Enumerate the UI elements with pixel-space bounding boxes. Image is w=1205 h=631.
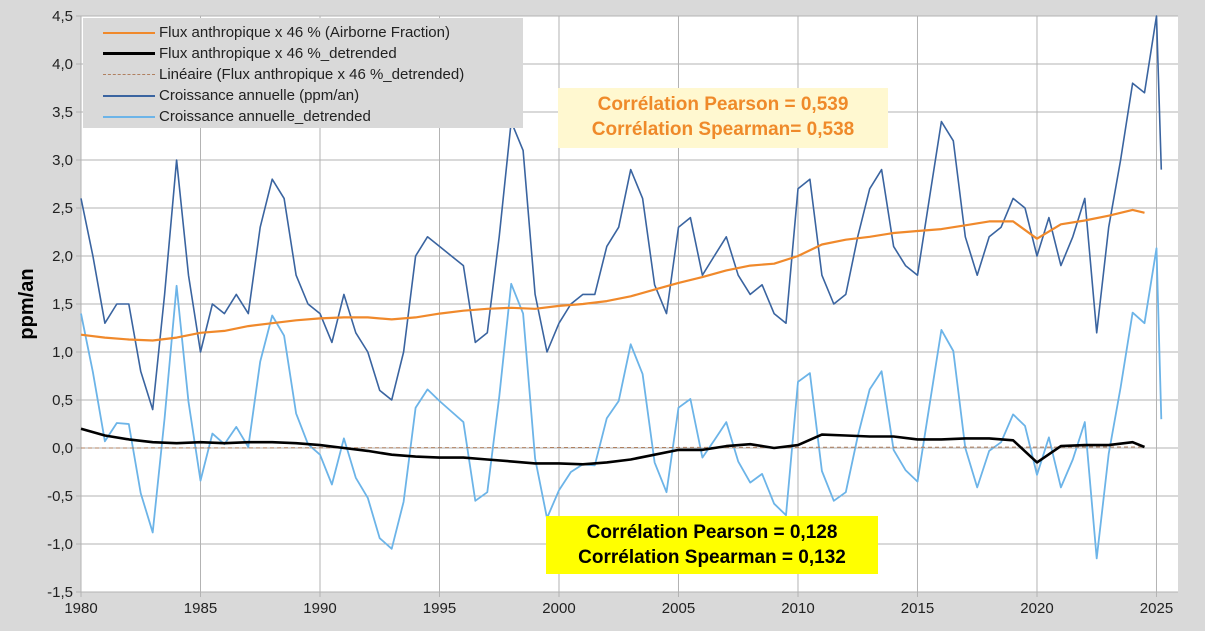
y-tick-label: 0,0 xyxy=(52,440,73,457)
spearman-label: Corrélation Spearman = 0,132 xyxy=(578,547,846,568)
y-tick-label: 1,5 xyxy=(52,296,73,313)
x-tick-label: 2015 xyxy=(901,600,934,617)
y-tick-label: 4,5 xyxy=(52,8,73,25)
legend-swatch xyxy=(103,52,155,55)
legend-label: Croissance annuelle_detrended xyxy=(159,108,371,125)
x-tick-label: 2025 xyxy=(1140,600,1173,617)
correlation-annotation-detrended: Corrélation Pearson = 0,128 Corrélation … xyxy=(546,516,878,574)
x-tick-label: 1990 xyxy=(303,600,336,617)
y-axis-label: ppm/an xyxy=(16,268,38,339)
legend-item-flux-detrended: Flux anthropique x 46 %_detrended xyxy=(83,43,397,64)
legend-label: Flux anthropique x 46 % (Airborne Fracti… xyxy=(159,24,450,41)
y-tick-label: 2,5 xyxy=(52,200,73,217)
series-line-2 xyxy=(80,446,1145,449)
legend-swatch xyxy=(103,94,155,97)
y-tick-label: 4,0 xyxy=(52,56,73,73)
legend-swatch xyxy=(103,74,155,75)
legend-label: Flux anthropique x 46 %_detrended xyxy=(159,45,397,62)
pearson-label: Corrélation Pearson = 0,128 xyxy=(586,522,838,543)
legend-item-linear-trend: Linéaire (Flux anthropique x 46 %_detren… xyxy=(83,64,464,85)
legend-swatch xyxy=(103,31,155,34)
series-line-3 xyxy=(80,15,1163,411)
series-line-1 xyxy=(80,427,1145,466)
series-line-0 xyxy=(80,208,1145,342)
x-tick-label: 1980 xyxy=(64,600,97,617)
y-tick-label: 3,0 xyxy=(52,152,73,169)
x-tick-label: 1995 xyxy=(423,600,456,617)
y-tick-label: 1,0 xyxy=(52,344,73,361)
legend: Flux anthropique x 46 % (Airborne Fracti… xyxy=(83,18,523,128)
correlation-annotation-airborne: Corrélation Pearson = 0,539 Corrélation … xyxy=(558,88,888,148)
series-lines xyxy=(80,15,1163,560)
legend-label: Linéaire (Flux anthropique x 46 %_detren… xyxy=(159,66,465,83)
y-tick-label: -0,5 xyxy=(47,488,73,505)
y-tick-label: -1,0 xyxy=(47,536,73,553)
x-tick-label: 2005 xyxy=(662,600,695,617)
x-tick-label: 2000 xyxy=(542,600,575,617)
spearman-label: Corrélation Spearman= 0,538 xyxy=(591,119,855,140)
y-tick-label: 0,5 xyxy=(52,392,73,409)
x-tick-label: 2010 xyxy=(781,600,814,617)
legend-label: Croissance annuelle (ppm/an) xyxy=(159,87,360,104)
pearson-label: Corrélation Pearson = 0,539 xyxy=(597,94,849,115)
x-tick-label: 1985 xyxy=(184,600,217,617)
series-line-4 xyxy=(80,247,1163,560)
y-tick-label: 3,5 xyxy=(52,104,73,121)
legend-item-airborne-fraction: Flux anthropique x 46 % (Airborne Fracti… xyxy=(83,22,450,43)
y-tick-label: -1,5 xyxy=(47,584,73,601)
legend-swatch xyxy=(103,115,155,118)
legend-item-growth-detrended: Croissance annuelle_detrended xyxy=(83,106,371,127)
tick-labels: 4,5 4,0 3,5 3,0 2,5 2,0 1,5 1,0 0,5 0,0 -0,5 -1,0 -1… xyxy=(47,8,1173,617)
y-tick-label: 2,0 xyxy=(52,248,73,265)
legend-item-growth: Croissance annuelle (ppm/an) xyxy=(83,85,359,106)
x-tick-label: 2020 xyxy=(1020,600,1053,617)
